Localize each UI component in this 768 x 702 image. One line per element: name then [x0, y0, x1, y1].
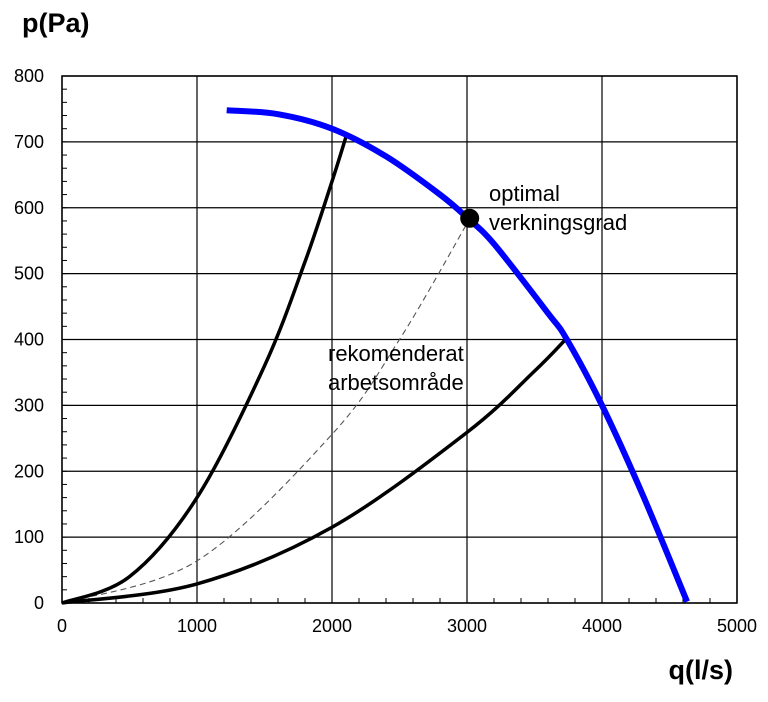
optimal-efficiency-point: [460, 208, 480, 228]
y-tick-label: 0: [34, 593, 44, 613]
plot-frame: [61, 75, 738, 604]
x-tick-label: 4000: [582, 616, 622, 636]
system-curve-lower: [61, 338, 567, 605]
series-layer: [61, 107, 690, 605]
y-tick-label: 800: [14, 66, 44, 86]
x-tick-label: 5000: [717, 616, 757, 636]
annotation-optimal-line-1: optimal: [489, 181, 560, 206]
annotation-recommended-line-1: rekomenderat: [328, 341, 464, 366]
minor-ticks: [61, 75, 738, 604]
y-tick-label: 100: [14, 527, 44, 547]
x-tick-label: 2000: [312, 616, 352, 636]
y-tick-label: 200: [14, 461, 44, 481]
y-tick-label: 500: [14, 264, 44, 284]
x-tick-label: 3000: [447, 616, 487, 636]
y-tick-label: 300: [14, 395, 44, 415]
annotation-recommended-line-2: arbetsområde: [328, 370, 464, 395]
x-tick-label: 1000: [177, 616, 217, 636]
tick-labels: 0 1000 2000 3000 4000 5000 0 100 200 300 400 500 600…: [14, 66, 757, 636]
system-curve-upper: [61, 133, 349, 605]
x-axis-title: q(l/s): [669, 655, 734, 685]
x-tick-label: 0: [57, 616, 67, 636]
y-tick-label: 600: [14, 198, 44, 218]
y-axis-title: p(Pa): [22, 8, 90, 38]
point-layer: [460, 208, 480, 228]
fan-curve: [226, 107, 690, 603]
y-tick-label: 700: [14, 132, 44, 152]
annotation-optimal-line-2: verkningsgrad: [489, 210, 627, 235]
y-tick-label: 400: [14, 330, 44, 350]
